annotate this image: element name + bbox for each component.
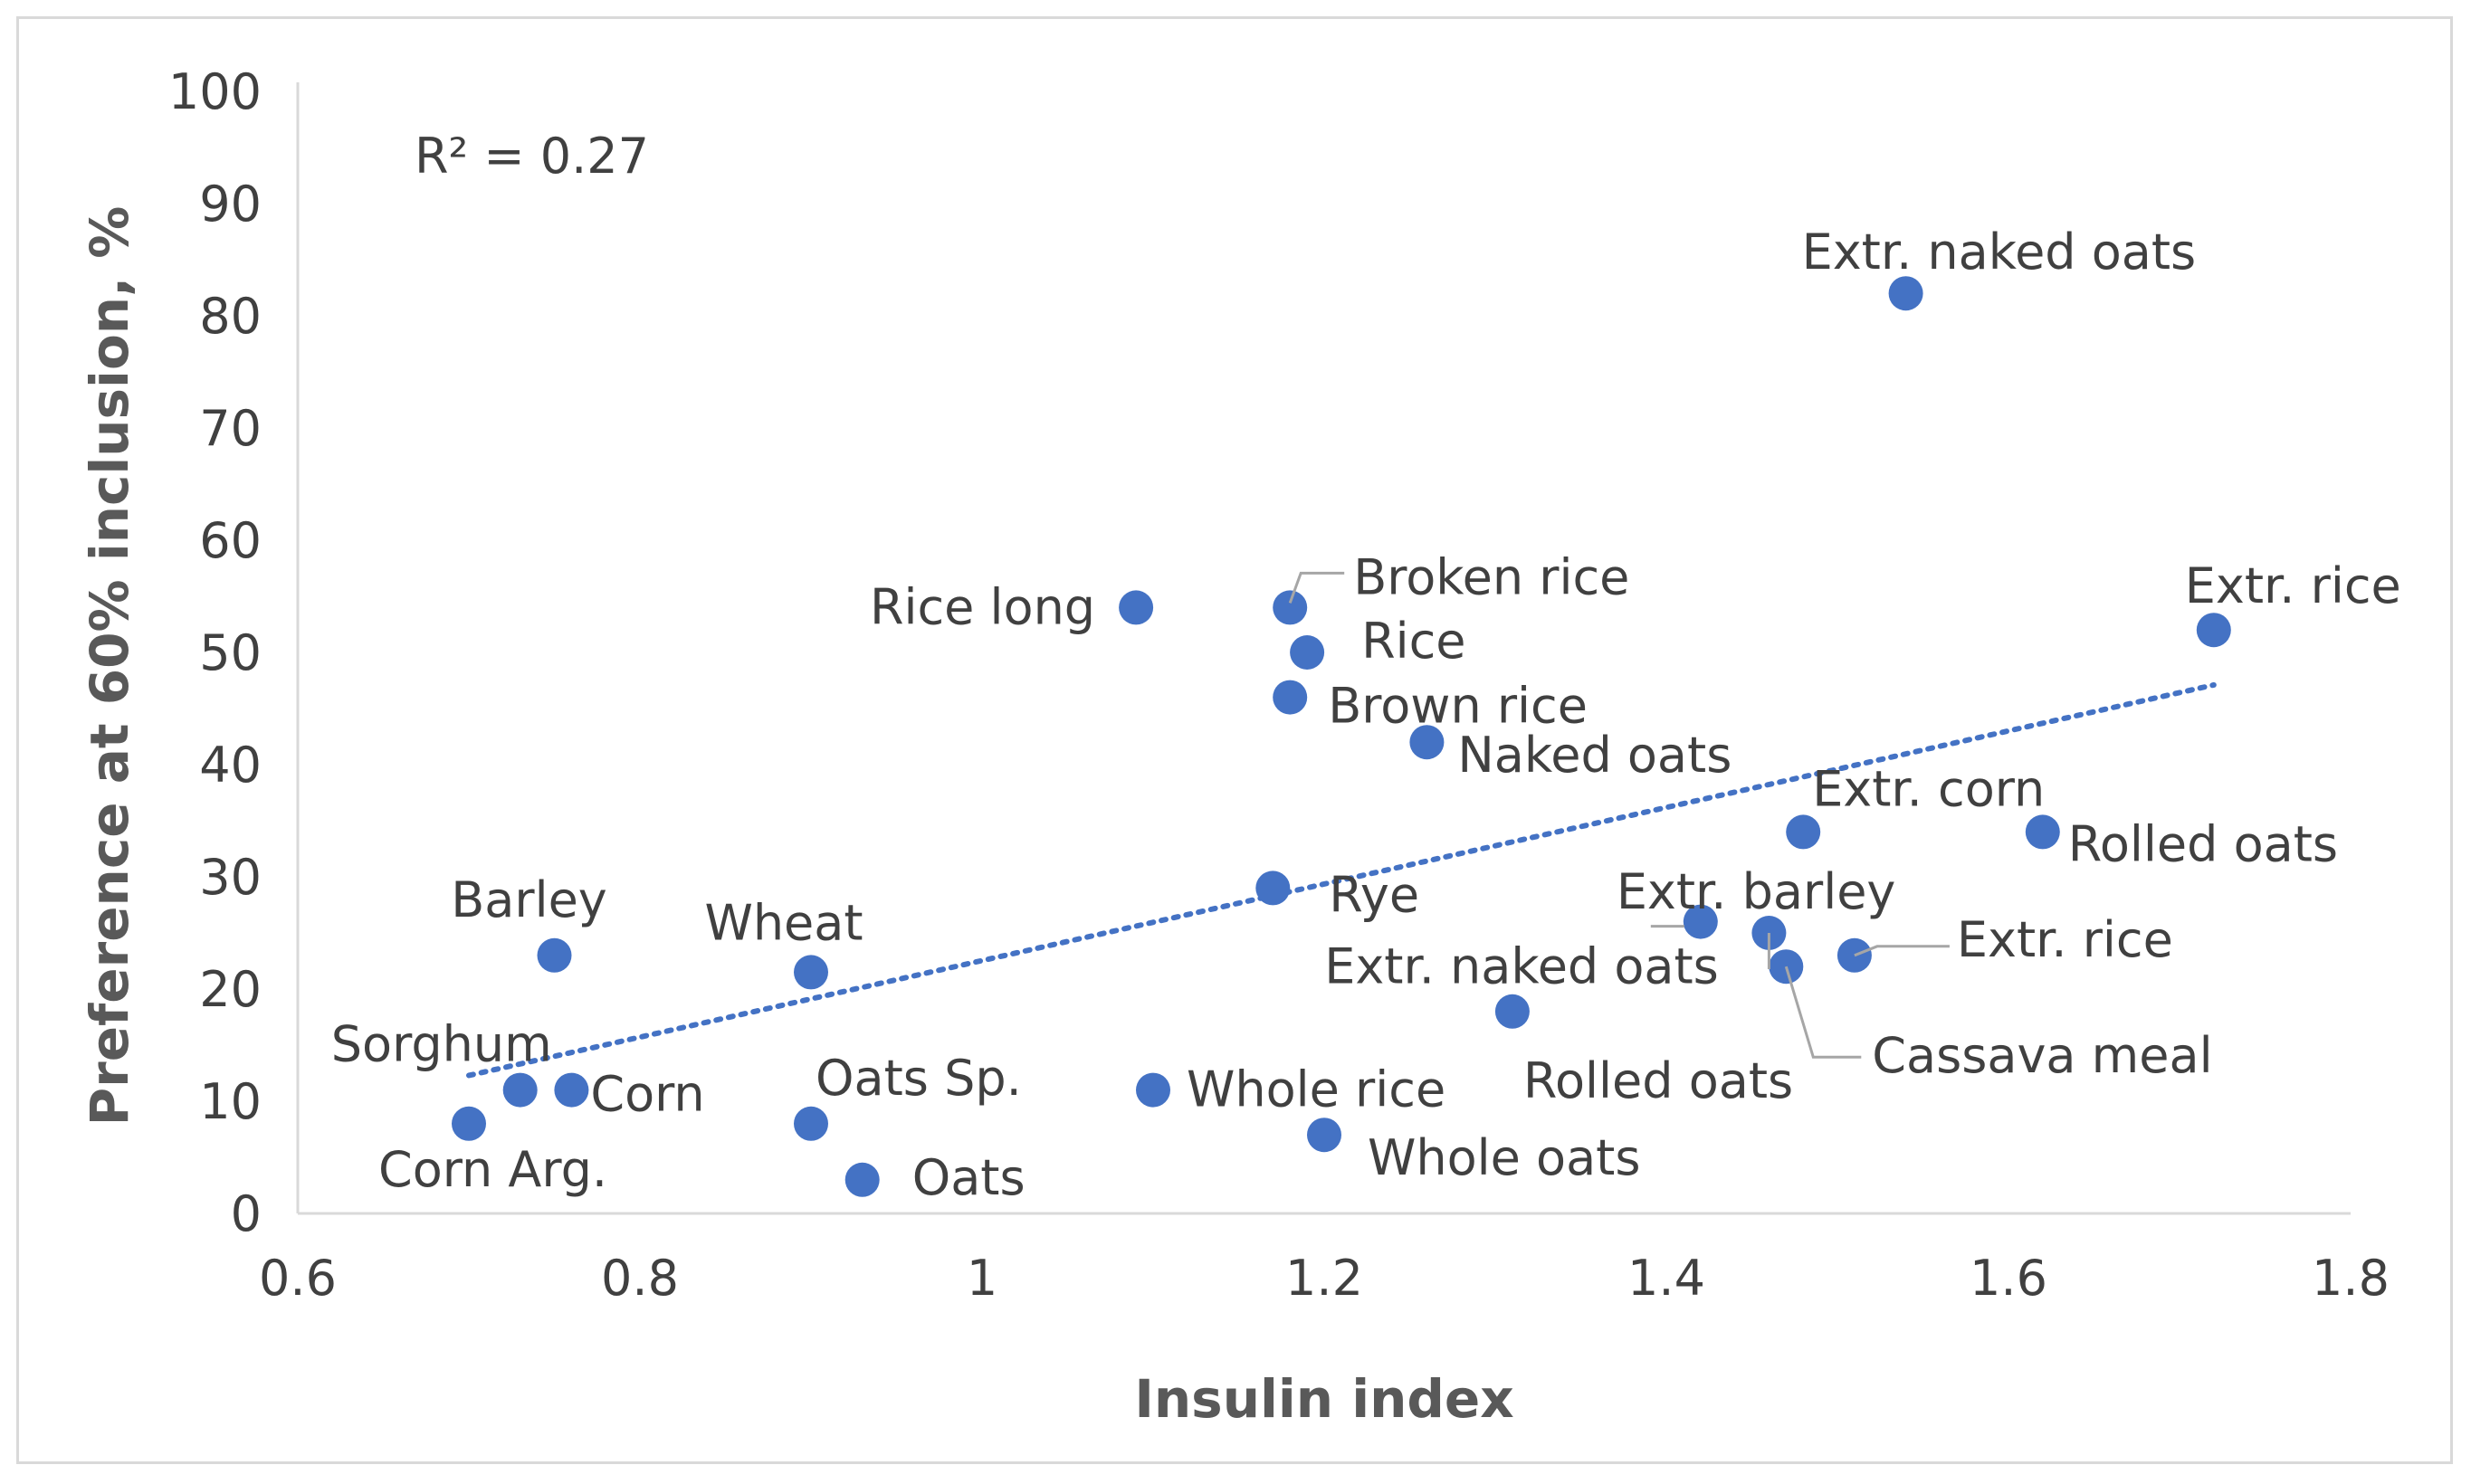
x-tick-label: 1.4 — [1627, 1250, 1705, 1307]
data-point — [1409, 725, 1445, 760]
data-point — [502, 1072, 538, 1108]
point-label: Extr. rice — [2185, 557, 2401, 614]
point-label: Rye — [1329, 866, 1419, 923]
point-label: Rolled oats — [2068, 815, 2338, 872]
y-tick-label: 90 — [199, 176, 262, 233]
data-point — [537, 937, 572, 973]
point-label: Corn — [590, 1066, 704, 1123]
chart-frame: 0.6 0.8 1 1.2 1.4 1.6 1.8 0 10 20 30 40 50 60 70 80 90 10… — [16, 16, 2453, 1464]
x-axis-title: Insulin index — [1134, 1368, 1513, 1430]
data-point — [844, 1162, 880, 1197]
trendline — [466, 681, 2217, 1079]
leader-lines-layer — [1288, 571, 1950, 1059]
leader-line — [1854, 945, 1950, 957]
axes-layer: 0.6 0.8 1 1.2 1.4 1.6 1.8 0 10 20 30 40 50 60 70 80 90 10… — [168, 63, 2390, 1307]
point-label: Broken rice — [1353, 548, 1629, 605]
x-tick-label: 0.8 — [601, 1250, 679, 1307]
data-point — [794, 955, 828, 990]
y-tick-label: 40 — [199, 737, 262, 794]
y-tick-label: 20 — [199, 961, 262, 1018]
point-label: Extr. corn — [1812, 760, 2045, 817]
data-point — [1273, 590, 1308, 625]
point-label: Extr. rice — [1957, 911, 2173, 968]
point-label: Corn Arg. — [378, 1141, 607, 1198]
y-tick-label: 100 — [168, 63, 262, 120]
data-point — [1136, 1072, 1170, 1108]
data-point — [794, 1106, 828, 1141]
y-axis-title: Preference at 60% inclusion, % — [79, 206, 140, 1127]
data-point — [1255, 870, 1291, 906]
labels-layer: Extr. naked oats Extr. rice Rice long Broke… — [331, 224, 2401, 1206]
y-tick-label: 50 — [199, 624, 262, 681]
point-label: Sorghum — [331, 1016, 552, 1073]
data-point — [1307, 1118, 1341, 1153]
x-tick-label: 1.8 — [2312, 1250, 2390, 1307]
x-tick-label: 1.2 — [1285, 1250, 1363, 1307]
y-tick-label: 80 — [199, 288, 262, 345]
point-label: Extr. barley — [1617, 863, 1896, 920]
y-tick-label: 10 — [199, 1073, 262, 1130]
y-tick-label: 70 — [199, 400, 262, 457]
data-point — [452, 1106, 486, 1141]
leader-line — [1784, 966, 1862, 1059]
point-label: Rice long — [870, 578, 1095, 635]
x-tick-label: 1 — [967, 1250, 997, 1307]
point-label: Cassava meal — [1872, 1027, 2212, 1084]
point-label: Extr. naked oats — [1802, 224, 2197, 281]
data-point — [1888, 276, 1923, 311]
point-label: Extr. naked oats — [1324, 938, 1719, 995]
y-tick-label: 30 — [199, 849, 262, 906]
y-tick-label: 0 — [231, 1185, 262, 1242]
scatter-chart: 0.6 0.8 1 1.2 1.4 1.6 1.8 0 10 20 30 40 50 60 70 80 90 10… — [79, 63, 2401, 1430]
data-point — [1494, 994, 1530, 1029]
point-label: Barley — [451, 871, 607, 928]
data-point — [1119, 590, 1154, 625]
point-label: Oats — [912, 1149, 1026, 1206]
points-layer — [452, 276, 2231, 1197]
point-label: Naked oats — [1457, 727, 1732, 784]
x-tick-label: 0.6 — [259, 1250, 337, 1307]
data-point — [1273, 680, 1308, 715]
leader-line — [1288, 571, 1345, 604]
data-point — [554, 1072, 589, 1108]
point-label: Brown rice — [1328, 678, 1588, 735]
point-label: Whole oats — [1368, 1129, 1640, 1186]
point-label: Oats Sp. — [816, 1050, 1022, 1107]
point-label: Wheat — [704, 894, 863, 951]
data-point — [1290, 635, 1325, 670]
data-point — [2025, 814, 2060, 850]
y-tick-label: 60 — [199, 512, 262, 569]
trendline-layer — [466, 681, 2217, 1079]
r-squared-label: R² = 0.27 — [415, 128, 649, 185]
point-label: Rolled oats — [1523, 1052, 1793, 1109]
data-point — [2196, 613, 2231, 648]
data-point — [1837, 937, 1872, 973]
x-tick-label: 1.6 — [1970, 1250, 2047, 1307]
point-label: Whole rice — [1187, 1061, 1445, 1118]
data-point — [1683, 904, 1718, 939]
point-label: Rice — [1361, 613, 1465, 670]
data-point — [1786, 814, 1821, 850]
